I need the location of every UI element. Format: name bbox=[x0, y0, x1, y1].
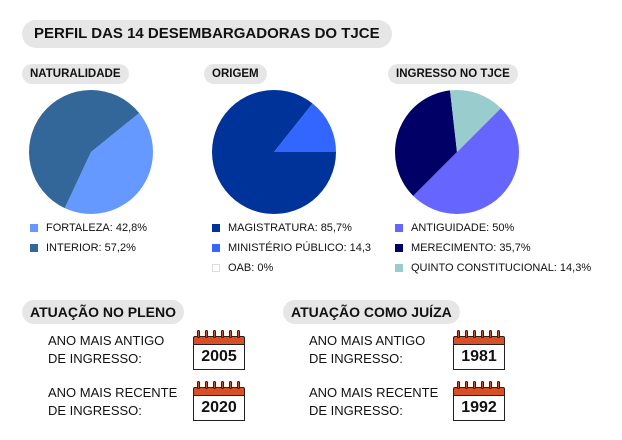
legend-item: FORTALEZA: 42,8% bbox=[30, 218, 147, 238]
pie-slice bbox=[274, 103, 336, 152]
label-line: ANO MAIS ANTIGO bbox=[309, 333, 426, 348]
pleno-oldest-label: ANO MAIS ANTIGO DE INGRESSO: bbox=[48, 332, 164, 368]
pie-slice bbox=[28, 89, 140, 209]
calendar-rings bbox=[193, 330, 245, 338]
calendar-rings bbox=[453, 381, 505, 389]
calendar-icon: 1992 bbox=[453, 381, 505, 421]
legend-swatch bbox=[395, 264, 403, 272]
chart-title-ingresso: INGRESSO NO TJCE bbox=[388, 64, 518, 84]
legend-swatch bbox=[30, 224, 38, 232]
legend-item: QUINTO CONSTITUCIONAL: 14,3% bbox=[395, 258, 591, 278]
juiza-oldest-year: 1981 bbox=[453, 344, 505, 370]
legend-label: FORTALEZA: 42,8% bbox=[46, 222, 148, 234]
legend-label: MINISTÉRIO PÚBLICO: 14,3 bbox=[228, 242, 372, 254]
pie-slice bbox=[64, 112, 153, 214]
calendar-rings bbox=[453, 330, 505, 338]
legend-item: MINISTÉRIO PÚBLICO: 14,3 bbox=[212, 238, 371, 258]
pleno-oldest-year: 2005 bbox=[193, 344, 245, 370]
label-line: DE INGRESSO: bbox=[48, 403, 142, 418]
pleno-newest-year: 2020 bbox=[193, 395, 245, 421]
legend-item: ANTIGUIDADE: 50% bbox=[395, 218, 591, 238]
label-line: ANO MAIS ANTIGO bbox=[48, 333, 165, 348]
legend-item: MAGISTRATURA: 85,7% bbox=[212, 218, 371, 238]
section-heading-pleno: ATUAÇÃO NO PLENO bbox=[22, 300, 184, 324]
section-heading-juiza: ATUAÇÃO COMO JUÍZA bbox=[283, 300, 460, 324]
label-line: DE INGRESSO: bbox=[309, 403, 403, 418]
label-line: ANO MAIS RECENTE bbox=[309, 385, 439, 400]
legend-ingresso: ANTIGUIDADE: 50% MERECIMENTO: 35,7% QUIN… bbox=[395, 218, 591, 278]
legend-swatch bbox=[212, 264, 220, 272]
legend-label: MAGISTRATURA: 85,7% bbox=[228, 222, 352, 234]
chart-title-origem: ORIGEM bbox=[204, 64, 267, 84]
calendar-rings bbox=[193, 381, 245, 389]
legend-label: OAB: 0% bbox=[228, 262, 274, 274]
pie-chart-ingresso bbox=[395, 90, 519, 214]
legend-swatch bbox=[395, 244, 403, 252]
legend-swatch bbox=[212, 224, 220, 232]
page-title: PERFIL DAS 14 DESEMBARGADORAS DO TJCE bbox=[22, 20, 392, 48]
legend-label: QUINTO CONSTITUCIONAL: 14,3% bbox=[411, 262, 592, 274]
legend-label: INTERIOR: 57,2% bbox=[46, 242, 136, 254]
legend-item: MERECIMENTO: 35,7% bbox=[395, 238, 591, 258]
calendar-icon: 1981 bbox=[453, 330, 505, 370]
legend-item: INTERIOR: 57,2% bbox=[30, 238, 147, 258]
label-line: DE INGRESSO: bbox=[48, 351, 142, 366]
legend-label: MERECIMENTO: 35,7% bbox=[411, 242, 531, 254]
pie-slice bbox=[395, 90, 457, 196]
calendar-icon: 2005 bbox=[193, 330, 245, 370]
juiza-oldest-label: ANO MAIS ANTIGO DE INGRESSO: bbox=[309, 332, 425, 368]
pleno-newest-label: ANO MAIS RECENTE DE INGRESSO: bbox=[48, 384, 177, 420]
juiza-newest-year: 1992 bbox=[453, 395, 505, 421]
chart-title-naturalidade: NATURALIDADE bbox=[22, 64, 129, 84]
legend-naturalidade: FORTALEZA: 42,8% INTERIOR: 57,2% bbox=[30, 218, 147, 258]
pie-chart-origem bbox=[212, 90, 336, 214]
pie-slice bbox=[413, 108, 519, 214]
juiza-newest-label: ANO MAIS RECENTE DE INGRESSO: bbox=[309, 384, 438, 420]
legend-swatch bbox=[30, 244, 38, 252]
pie-slice bbox=[450, 90, 501, 152]
legend-item: OAB: 0% bbox=[212, 258, 371, 278]
legend-label: ANTIGUIDADE: 50% bbox=[411, 222, 515, 234]
legend-swatch bbox=[212, 244, 220, 252]
label-line: ANO MAIS RECENTE bbox=[48, 385, 178, 400]
legend-origem: MAGISTRATURA: 85,7% MINISTÉRIO PÚBLICO: … bbox=[212, 218, 371, 278]
calendar-icon: 2020 bbox=[193, 381, 245, 421]
label-line: DE INGRESSO: bbox=[309, 351, 403, 366]
pie-chart-naturalidade bbox=[28, 89, 153, 214]
legend-swatch bbox=[395, 224, 403, 232]
